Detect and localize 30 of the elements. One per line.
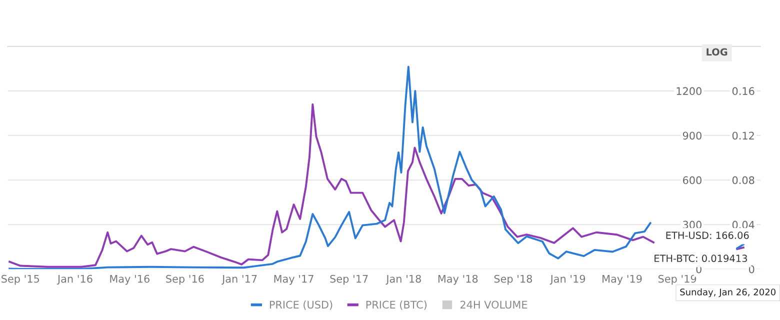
x-tick-label: Sep '15 (2, 274, 40, 285)
y2-tick-label: 0.12 (732, 132, 754, 140)
y2-tick-label: 0.08 (732, 176, 754, 184)
y-tick-label: 600 (683, 176, 702, 184)
x-tick-label: Sep '16 (166, 274, 204, 285)
x-tick-label: May '16 (110, 274, 150, 285)
y-tick-label: 1200 (676, 87, 702, 96)
text: 24H VOLUME (460, 300, 528, 309)
y2-tick-label: 0.04 (732, 220, 754, 229)
y2-tick-label: 0.16 (732, 87, 754, 96)
x-tick-label: Jan '19 (550, 274, 586, 285)
text: Sunday, Jan 26, 2020 (680, 288, 776, 298)
annotation: ETH-BTC: 0.019413 (654, 254, 747, 262)
y-tick-label: 900 (682, 132, 702, 140)
x-tick-label: May '18 (438, 274, 478, 285)
y2-tick-label: 0 (749, 265, 754, 274)
x-tick-label: Jan '17 (222, 274, 257, 285)
legend-label: PRICE (USD) (270, 300, 332, 310)
annotation: LOG (706, 48, 728, 56)
x-tick-label: May '19 (602, 274, 642, 285)
y-tick-label: 0 (696, 265, 702, 274)
x-tick-label: Jan '18 (386, 274, 421, 285)
x-tick-label: Sep '17 (330, 274, 368, 285)
x-tick-label: May '17 (274, 274, 314, 285)
legend-label: PRICE (BTC) (366, 300, 427, 310)
y-tick-label: 300 (683, 220, 702, 229)
x-tick-label: Jan '16 (56, 274, 92, 285)
x-tick-label: Sep '18 (494, 274, 532, 285)
annotation: ETH-USD: 166.06 (666, 232, 749, 239)
x-tick-label: Sep '19 (658, 274, 696, 285)
